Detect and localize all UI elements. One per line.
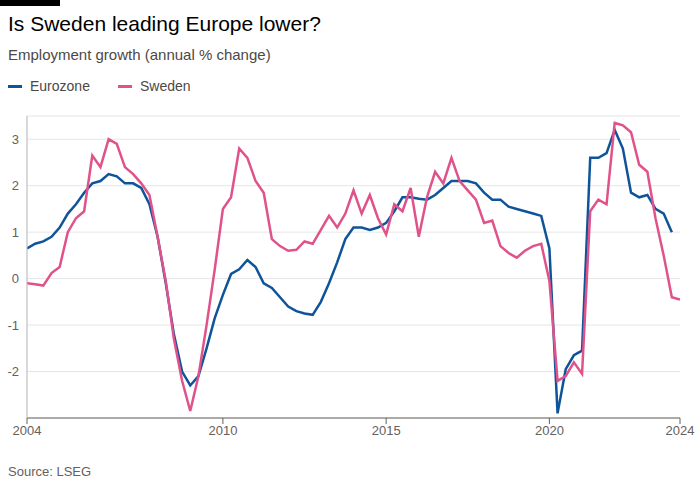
html-text:Sweden: Sweden <box>139 78 191 94</box>
svg-text:1: 1 <box>12 225 19 240</box>
svg-text:-2: -2 <box>8 364 19 379</box>
html-text:Employment growth (annual % ch: Employment growth (annual % change) <box>8 46 271 63</box>
svg-text:2010: 2010 <box>208 423 237 438</box>
svg-text:2020: 2020 <box>535 423 564 438</box>
svg-text:2: 2 <box>12 178 19 193</box>
svg-text:0: 0 <box>12 271 19 286</box>
html-text:Eurozone: Eurozone <box>30 78 90 94</box>
html-text:Source: LSEG: Source: LSEG <box>8 464 92 479</box>
svg-text:2024: 2024 <box>666 423 692 438</box>
svg-text:3: 3 <box>12 132 19 147</box>
svg-text:2015: 2015 <box>372 423 401 438</box>
svg-text:2004: 2004 <box>13 423 42 438</box>
html-text:Is Sweden leading Europe lower: Is Sweden leading Europe lower? <box>8 12 321 35</box>
svg-text:-1: -1 <box>8 318 19 333</box>
